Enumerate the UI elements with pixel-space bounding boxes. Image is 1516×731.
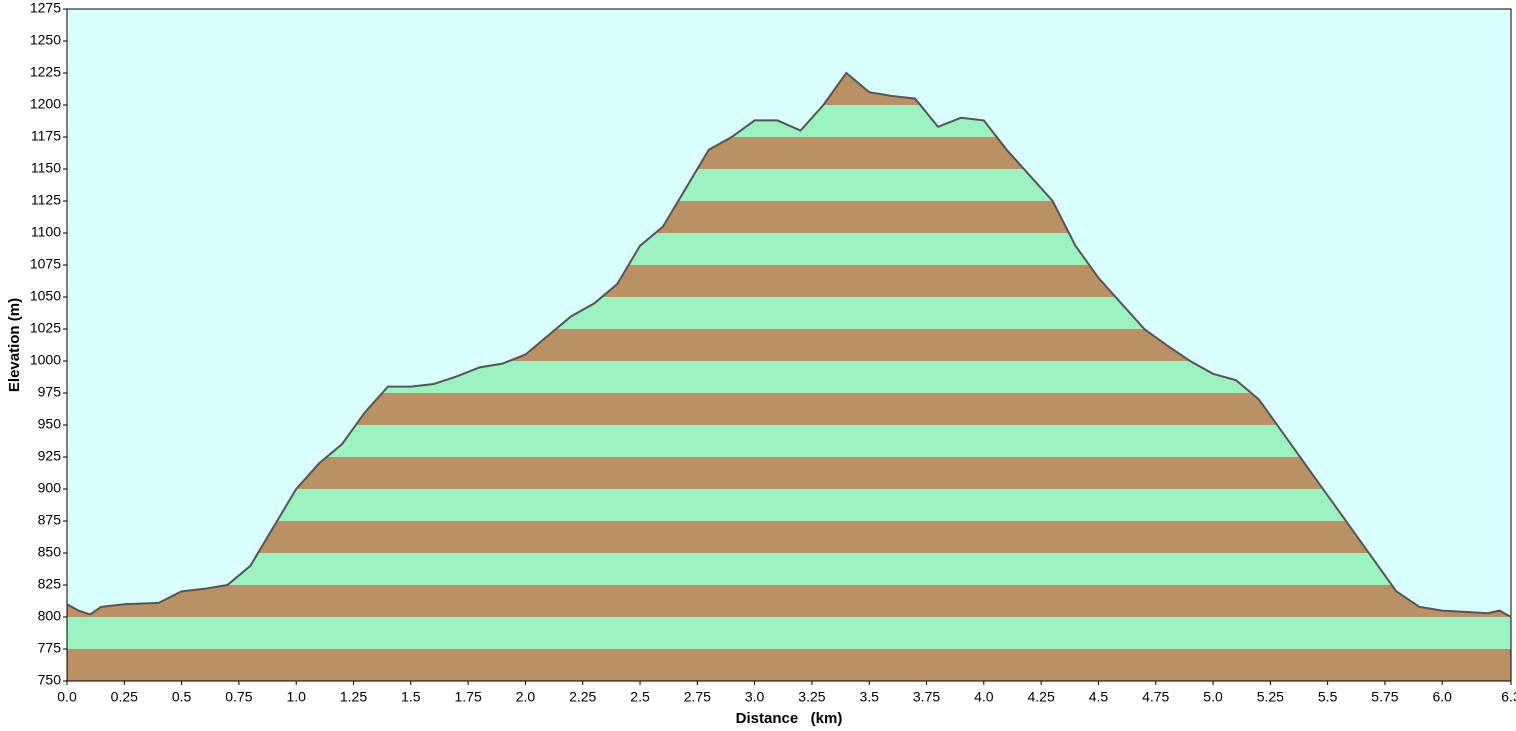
y-tick-label: 875 <box>38 512 62 528</box>
y-tick-label: 1075 <box>30 256 61 272</box>
x-tick-label: 4.25 <box>1028 689 1055 705</box>
y-tick-label: 850 <box>38 544 62 560</box>
y-tick-label: 775 <box>38 640 62 656</box>
y-tick-label: 925 <box>38 448 62 464</box>
x-tick-label: 1.25 <box>340 689 367 705</box>
elevation-band <box>67 617 1511 649</box>
y-tick-label: 1225 <box>30 64 61 80</box>
x-axis-label: Distance (km) <box>736 710 843 727</box>
y-tick-label: 1250 <box>30 32 61 48</box>
y-tick-label: 975 <box>38 384 62 400</box>
x-tick-label: 5.25 <box>1257 689 1284 705</box>
y-tick-label: 1000 <box>30 352 61 368</box>
plot-frame <box>66 8 1512 682</box>
x-tick-label: 2.5 <box>630 689 650 705</box>
x-tick-label: 5.75 <box>1371 689 1398 705</box>
y-tick-label: 900 <box>38 480 62 496</box>
y-tick-label: 1200 <box>30 96 61 112</box>
y-tick-label: 825 <box>38 576 62 592</box>
y-tick-label: 950 <box>38 416 62 432</box>
x-tick-label: 2.75 <box>684 689 711 705</box>
y-tick-label: 800 <box>38 608 62 624</box>
y-tick-label: 1275 <box>30 0 61 16</box>
x-tick-label: 4.5 <box>1089 689 1109 705</box>
elevation-band <box>67 585 1511 617</box>
x-tick-label: 0.0 <box>57 689 77 705</box>
elevation-band <box>67 521 1511 553</box>
y-axis-label: Elevation (m) <box>6 298 23 392</box>
x-tick-label: 3.25 <box>798 689 825 705</box>
x-tick-label: 1.5 <box>401 689 421 705</box>
x-tick-label: 3.0 <box>745 689 765 705</box>
x-tick-label: 1.0 <box>286 689 306 705</box>
x-tick-label: 6.3 <box>1501 689 1516 705</box>
y-tick-label: 1175 <box>31 128 61 144</box>
x-tick-label: 4.75 <box>1142 689 1169 705</box>
x-tick-label: 0.25 <box>111 689 138 705</box>
elevation-band <box>67 553 1511 585</box>
x-tick-label: 5.0 <box>1203 689 1223 705</box>
y-tick-label: 1100 <box>31 224 61 240</box>
x-tick-label: 5.5 <box>1318 689 1338 705</box>
elevation-band <box>67 649 1511 681</box>
x-tick-label: 0.5 <box>172 689 192 705</box>
y-tick-label: 1125 <box>31 192 61 208</box>
x-tick-label: 1.75 <box>454 689 481 705</box>
y-tick-label: 750 <box>38 672 62 688</box>
x-tick-label: 0.75 <box>225 689 252 705</box>
x-tick-label: 3.75 <box>913 689 940 705</box>
x-tick-label: 4.0 <box>974 689 994 705</box>
x-tick-label: 3.5 <box>859 689 879 705</box>
elevation-band <box>67 489 1511 521</box>
y-tick-label: 1050 <box>30 288 61 304</box>
axes: 750 775 800 825 850 875 900 925 950 975 1000 1025 10… <box>30 0 1516 705</box>
y-tick-label: 1150 <box>31 160 61 176</box>
x-tick-label: 6.0 <box>1433 689 1453 705</box>
elevation-line <box>66 71 1512 618</box>
x-tick-label: 2.25 <box>569 689 596 705</box>
x-tick-label: 2.0 <box>516 689 536 705</box>
y-tick-label: 1025 <box>30 320 61 336</box>
